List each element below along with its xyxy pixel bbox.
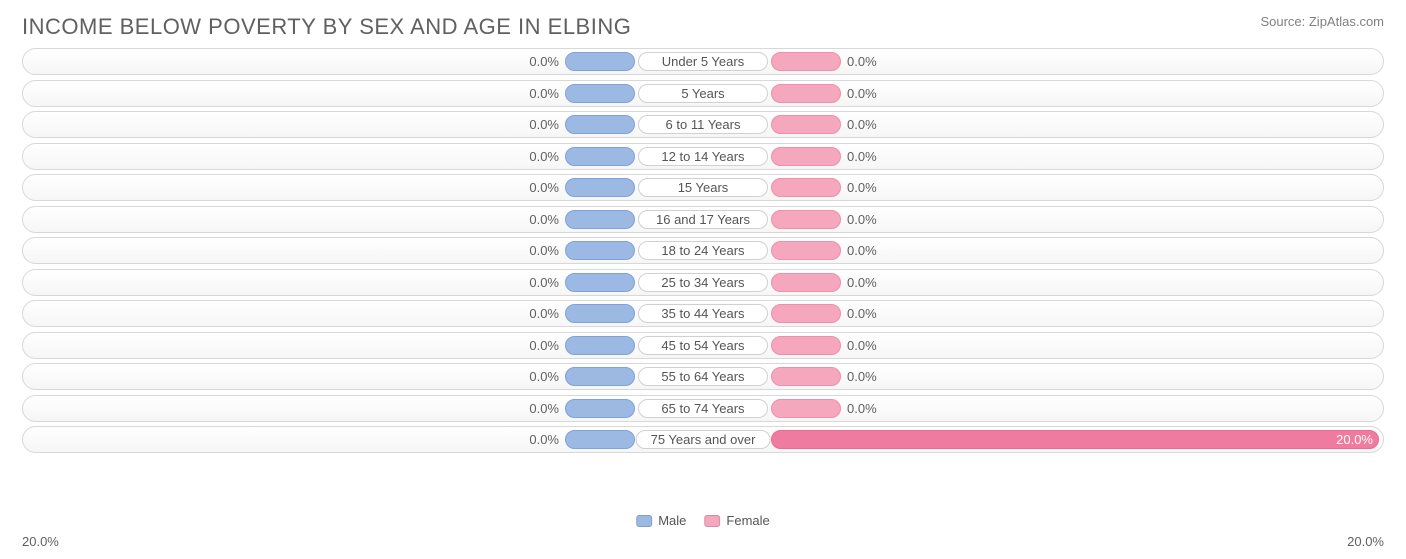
female-bar xyxy=(771,241,841,260)
chart-row: 6 to 11 Years 0.0% 0.0% xyxy=(22,111,1384,138)
chart-body: Under 5 Years0.0%0.0%5 Years0.0%0.0%6 to… xyxy=(0,48,1406,453)
chart-row: 12 to 14 Years 0.0% 0.0% xyxy=(22,143,1384,170)
male-bar xyxy=(565,367,635,386)
female-bar xyxy=(771,273,841,292)
female-bar xyxy=(771,178,841,197)
male-bar xyxy=(565,241,635,260)
chart-row: 75 Years and over 0.0% 20.0% xyxy=(22,426,1384,453)
female-value-label: 0.0% xyxy=(847,301,877,326)
male-bar xyxy=(565,210,635,229)
category-label: 25 to 34 Years xyxy=(638,273,768,292)
chart-row: 55 to 64 Years 0.0% 0.0% xyxy=(22,363,1384,390)
chart-title: INCOME BELOW POVERTY BY SEX AND AGE IN E… xyxy=(22,14,631,40)
female-bar xyxy=(771,304,841,323)
male-bar xyxy=(565,430,635,449)
category-label: 15 Years xyxy=(638,178,768,197)
female-bar xyxy=(771,430,1379,449)
male-bar xyxy=(565,273,635,292)
chart-row: Under 5 Years 0.0% 0.0% xyxy=(22,48,1384,75)
category-label: 55 to 64 Years xyxy=(638,367,768,386)
female-value-label: 0.0% xyxy=(847,81,877,106)
chart-row: 25 to 34 Years 0.0% 0.0% xyxy=(22,269,1384,296)
male-value-label: 0.0% xyxy=(529,144,559,169)
category-label: 16 and 17 Years xyxy=(638,210,768,229)
legend-male: Male xyxy=(636,513,686,528)
female-value-label: 0.0% xyxy=(847,112,877,137)
female-bar xyxy=(771,399,841,418)
chart-row: 35 to 44 Years 0.0% 0.0% xyxy=(22,300,1384,327)
legend: Male Female xyxy=(636,513,770,528)
female-bar xyxy=(771,210,841,229)
category-label: 35 to 44 Years xyxy=(638,304,768,323)
chart-footer: Male Female 20.0% 20.0% xyxy=(22,513,1384,549)
male-value-label: 0.0% xyxy=(529,175,559,200)
male-value-label: 0.0% xyxy=(529,427,559,452)
chart-row: 65 to 74 Years 0.0% 0.0% xyxy=(22,395,1384,422)
male-value-label: 0.0% xyxy=(529,364,559,389)
female-value-label: 20.0% xyxy=(1336,427,1373,452)
male-bar xyxy=(565,147,635,166)
female-value-label: 0.0% xyxy=(847,396,877,421)
female-value-label: 0.0% xyxy=(847,364,877,389)
chart-row: 5 Years 0.0% 0.0% xyxy=(22,80,1384,107)
male-bar xyxy=(565,178,635,197)
male-bar xyxy=(565,304,635,323)
female-bar xyxy=(771,52,841,71)
chart-row: 18 to 24 Years 0.0% 0.0% xyxy=(22,237,1384,264)
male-bar xyxy=(565,399,635,418)
category-label: 75 Years and over xyxy=(636,430,771,449)
male-bar xyxy=(565,115,635,134)
female-bar xyxy=(771,84,841,103)
male-value-label: 0.0% xyxy=(529,49,559,74)
female-bar xyxy=(771,367,841,386)
chart-row: 15 Years 0.0% 0.0% xyxy=(22,174,1384,201)
female-value-label: 0.0% xyxy=(847,270,877,295)
male-value-label: 0.0% xyxy=(529,81,559,106)
legend-male-label: Male xyxy=(658,513,686,528)
category-label: 5 Years xyxy=(638,84,768,103)
male-value-label: 0.0% xyxy=(529,207,559,232)
female-bar xyxy=(771,115,841,134)
category-label: 12 to 14 Years xyxy=(638,147,768,166)
female-value-label: 0.0% xyxy=(847,49,877,74)
category-label: Under 5 Years xyxy=(638,52,768,71)
male-value-label: 0.0% xyxy=(529,112,559,137)
female-swatch-icon xyxy=(704,515,720,527)
axis-max-left: 20.0% xyxy=(22,534,59,549)
chart-row: 45 to 54 Years 0.0% 0.0% xyxy=(22,332,1384,359)
male-value-label: 0.0% xyxy=(529,301,559,326)
female-value-label: 0.0% xyxy=(847,144,877,169)
male-value-label: 0.0% xyxy=(529,333,559,358)
female-value-label: 0.0% xyxy=(847,333,877,358)
male-value-label: 0.0% xyxy=(529,270,559,295)
category-label: 6 to 11 Years xyxy=(638,115,768,134)
female-value-label: 0.0% xyxy=(847,175,877,200)
axis-max-right: 20.0% xyxy=(1347,534,1384,549)
female-value-label: 0.0% xyxy=(847,207,877,232)
male-swatch-icon xyxy=(636,515,652,527)
chart-source: Source: ZipAtlas.com xyxy=(1260,14,1384,29)
male-bar xyxy=(565,336,635,355)
female-value-label: 0.0% xyxy=(847,238,877,263)
category-label: 45 to 54 Years xyxy=(638,336,768,355)
male-value-label: 0.0% xyxy=(529,396,559,421)
male-bar xyxy=(565,84,635,103)
category-label: 18 to 24 Years xyxy=(638,241,768,260)
legend-female-label: Female xyxy=(726,513,769,528)
category-label: 65 to 74 Years xyxy=(638,399,768,418)
male-bar xyxy=(565,52,635,71)
chart-row: 16 and 17 Years 0.0% 0.0% xyxy=(22,206,1384,233)
female-bar xyxy=(771,336,841,355)
female-bar xyxy=(771,147,841,166)
legend-female: Female xyxy=(704,513,769,528)
male-value-label: 0.0% xyxy=(529,238,559,263)
